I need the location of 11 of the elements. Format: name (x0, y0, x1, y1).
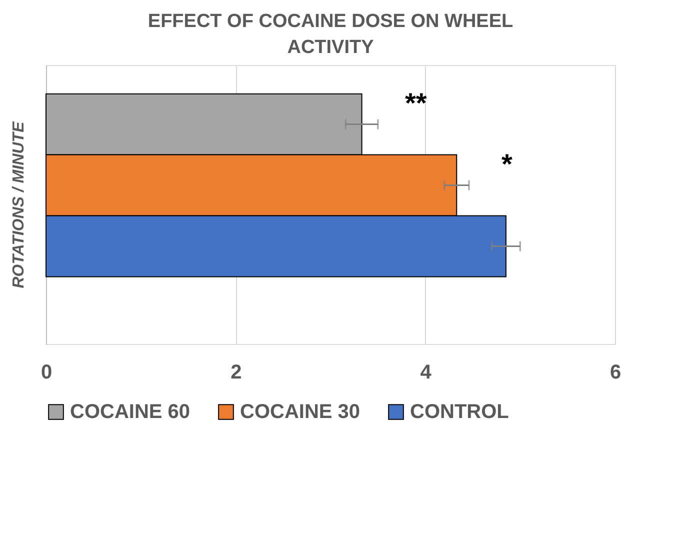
legend-label: COCAINE 30 (240, 401, 360, 423)
y-axis-title: ROTATIONS / MINUTE (10, 120, 28, 288)
x-tick-label: 6 (610, 362, 622, 384)
annotation: * (502, 148, 513, 180)
legend-label: COCAINE 60 (70, 401, 190, 423)
legend-label: CONTROL (410, 401, 509, 423)
x-tick-label: 4 (420, 362, 432, 384)
x-tick-label: 0 (40, 362, 52, 384)
x-tick-label: 2 (230, 362, 242, 384)
annotation: ** (405, 87, 427, 118)
chart-title: EFFECT OF COCAINE DOSE ON WHEEL ACTIVITY (148, 11, 514, 58)
